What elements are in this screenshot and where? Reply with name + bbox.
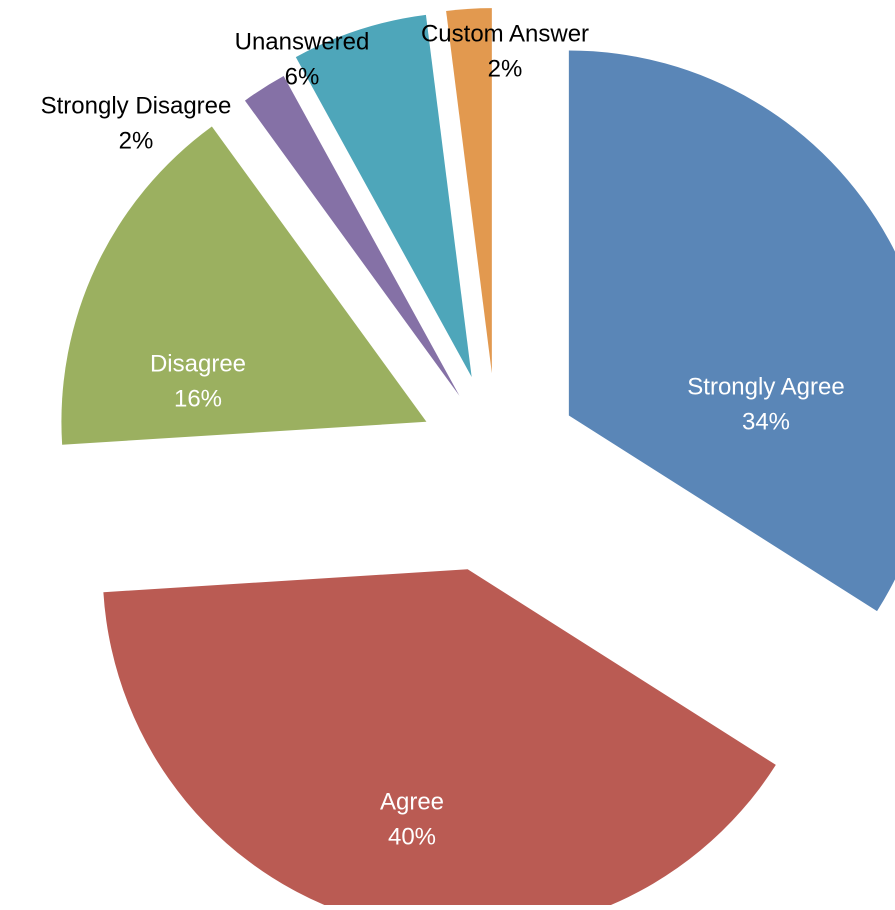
data-label-percent: 34% bbox=[742, 408, 790, 435]
pie-slice-strongly-agree bbox=[568, 50, 895, 612]
data-label-category: Unanswered bbox=[235, 28, 370, 55]
data-label-percent: 2% bbox=[488, 55, 523, 82]
data-label-percent: 40% bbox=[388, 823, 436, 850]
data-label-strongly-agree: Strongly Agree 34% bbox=[687, 373, 844, 435]
data-label-custom-answer: Custom Answer 2% bbox=[421, 20, 589, 82]
data-label-disagree: Disagree 16% bbox=[150, 350, 246, 412]
pie-slice-custom-answer bbox=[446, 8, 492, 374]
data-label-strongly-disagree: Strongly Disagree 2% bbox=[41, 92, 232, 154]
pie-slice-unanswered bbox=[295, 14, 472, 378]
pie-slice-disagree bbox=[61, 126, 427, 445]
data-label-category: Custom Answer bbox=[421, 20, 589, 47]
data-label-category: Agree bbox=[380, 788, 444, 815]
data-label-percent: 6% bbox=[285, 63, 320, 90]
data-label-category: Strongly Disagree bbox=[41, 92, 232, 119]
data-label-unanswered: Unanswered 6% bbox=[235, 28, 370, 90]
data-label-percent: 16% bbox=[174, 385, 222, 412]
pie-slice-strongly-disagree bbox=[244, 76, 460, 396]
pie-slice-agree bbox=[103, 569, 776, 910]
data-label-percent: 2% bbox=[119, 127, 154, 154]
data-label-agree: Agree 40% bbox=[380, 788, 444, 850]
data-label-category: Strongly Agree bbox=[687, 373, 844, 400]
data-label-category: Disagree bbox=[150, 350, 246, 377]
